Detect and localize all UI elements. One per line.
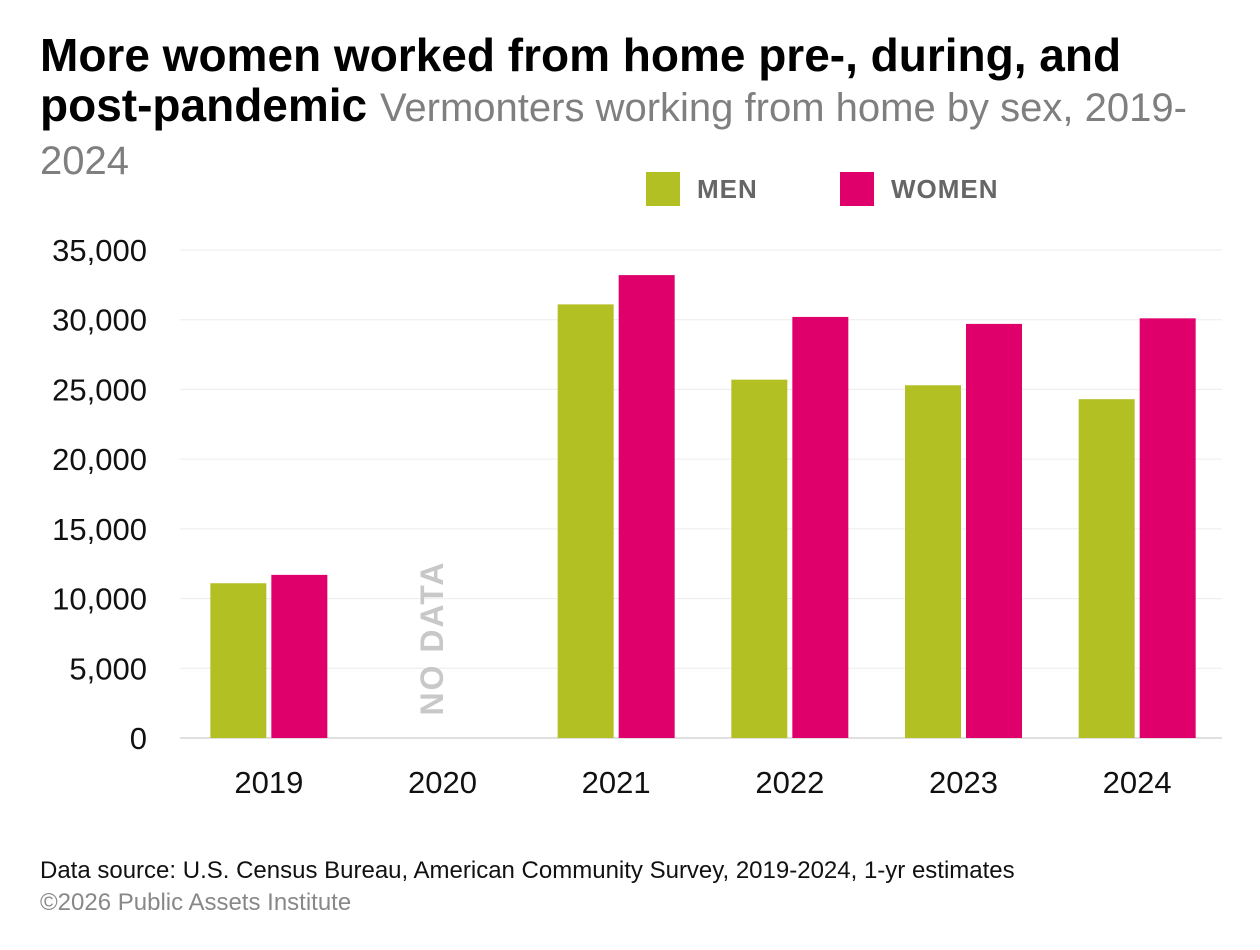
data-source-note: Data source: U.S. Census Bureau, America… [40, 857, 1015, 884]
legend-label-men: MEN [697, 174, 758, 204]
bar-women-2021 [618, 275, 675, 738]
y-tick-label: 15,000 [52, 512, 147, 547]
bar-women-2022 [792, 316, 849, 738]
y-tick-label: 0 [130, 721, 147, 756]
legend-swatch-women [840, 172, 874, 206]
x-tick-label: 2022 [755, 765, 824, 800]
x-tick-label: 2020 [408, 765, 477, 800]
bar-men-2023 [905, 385, 961, 738]
chart-title-block: More women worked from home pre-, during… [40, 30, 1210, 186]
bar-men-2019 [210, 583, 267, 738]
bar-women-2023 [966, 323, 1022, 738]
bar-women-2019 [271, 574, 328, 738]
legend-swatch-men [646, 172, 680, 206]
y-tick-label: 10,000 [52, 582, 147, 617]
y-tick-label: 35,000 [52, 233, 147, 268]
y-tick-label: 5,000 [69, 651, 147, 686]
chart-title: More women worked from home pre-, during… [40, 29, 1122, 131]
x-tick-label: 2023 [929, 765, 998, 800]
legend-label-women: WOMEN [891, 174, 999, 204]
x-tick-label: 2021 [582, 765, 651, 800]
x-tick-label: 2019 [234, 765, 303, 800]
bar-men-2024 [1078, 399, 1135, 738]
chart-subtitle: Vermonters working from home by sex, 201… [40, 86, 1187, 183]
no-data-annotation: NO DATA [414, 560, 450, 715]
bar-chart: 0 5,000 10,000 15,000 20,000 25,000 30,000 35,0… [52, 172, 1222, 800]
y-tick-label: 20,000 [52, 442, 147, 477]
copyright-credit: ©2026 Public Assets Institute [40, 889, 352, 916]
bar-men-2021 [557, 304, 614, 738]
bar-men-2022 [731, 379, 788, 738]
x-tick-label: 2024 [1103, 765, 1172, 800]
y-tick-label: 25,000 [52, 372, 147, 407]
y-tick-label: 30,000 [52, 303, 147, 338]
bar-women-2024 [1139, 318, 1196, 738]
